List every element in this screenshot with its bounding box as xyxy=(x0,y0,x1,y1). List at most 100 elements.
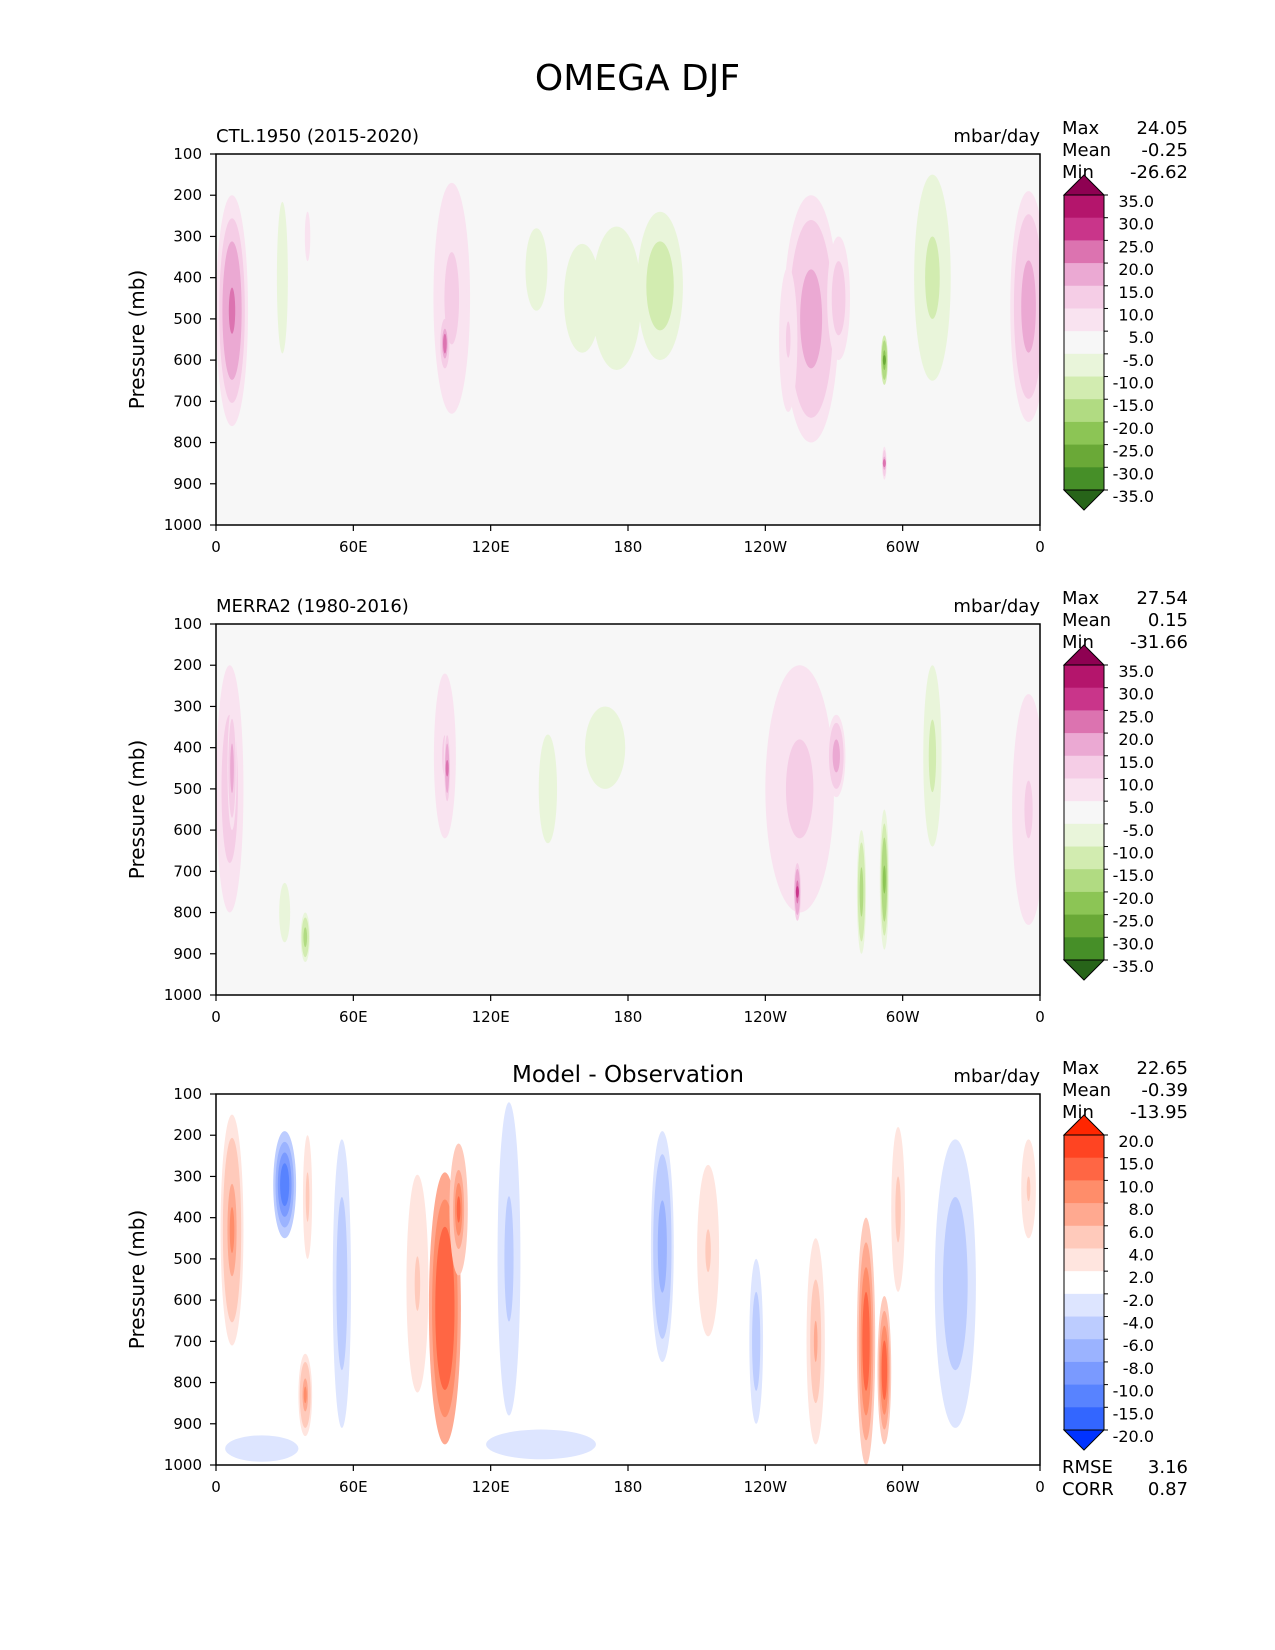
figure-title: OMEGA DJF xyxy=(534,58,741,99)
contour-feature-13 xyxy=(864,1316,868,1367)
colorbar-tick-label: -10.0 xyxy=(1113,374,1154,393)
colorbar-segment xyxy=(1064,733,1104,757)
colorbar-segment xyxy=(1064,1203,1104,1227)
chart-svg: 100 200 300 400 500 600 700 800 900 1000 0 60E 120E 1… xyxy=(125,588,1188,1026)
y-tick-label: 300 xyxy=(173,1167,202,1185)
y-axis-label: Pressure (mb) xyxy=(125,740,149,880)
y-tick-label: 1000 xyxy=(164,516,202,534)
y-tick-label: 600 xyxy=(173,351,202,369)
colorbar: 35.0 30.0 25.0 20.0 15.0 10.0 5.0 -5.0 -10.0 -15.… xyxy=(1062,174,1154,511)
x-tick-label: 0 xyxy=(211,538,221,556)
y-axis-label: Pressure (mb) xyxy=(125,270,149,410)
x-tick-label: 120W xyxy=(744,1008,788,1026)
colorbar-tick-label: -15.0 xyxy=(1113,1404,1154,1423)
colorbar-segment xyxy=(1064,331,1104,355)
contour-field xyxy=(216,174,1040,480)
colorbar-tick-label: 10.0 xyxy=(1118,775,1154,794)
colorbar: 35.0 30.0 25.0 20.0 15.0 10.0 5.0 -5.0 -10.0 -15.… xyxy=(1062,644,1154,981)
panel-difference: 100 200 300 400 500 600 700 800 900 1000 0 60E 120E 1… xyxy=(0,940,1275,1500)
stat-label-mean: Mean xyxy=(1062,140,1111,161)
contour-feature-2 xyxy=(303,1386,307,1404)
y-tick-label: 300 xyxy=(173,227,202,245)
colorbar-segment xyxy=(1064,1271,1104,1295)
contour-feature-9 xyxy=(660,1223,665,1270)
contour-feature-8 xyxy=(792,764,807,814)
colorbar-tick-label: -30.0 xyxy=(1113,464,1154,483)
colorbar-segment xyxy=(1064,467,1104,491)
colorbar-tick-label: -20.0 xyxy=(1113,889,1154,908)
y-tick-label: 1000 xyxy=(164,1456,202,1474)
colorbar-tick-label: 35.0 xyxy=(1118,192,1154,211)
colorbar-segment xyxy=(1064,891,1104,916)
contour-feature-6 xyxy=(456,1196,461,1223)
colorbar-tick-label: -10.0 xyxy=(1113,1382,1154,1401)
x-tick-label: 120E xyxy=(472,1478,510,1496)
contour-feature-7 xyxy=(655,271,665,301)
x-tick-label: 0 xyxy=(1035,1478,1045,1496)
y-tick-label: 800 xyxy=(173,434,202,452)
colorbar-segment xyxy=(1064,1135,1104,1159)
colorbar-segment xyxy=(1064,285,1104,309)
y-tick-label: 500 xyxy=(173,780,202,798)
y-tick-label: 800 xyxy=(173,1374,202,1392)
colorbar-segment xyxy=(1064,687,1104,711)
colorbar-tick-label: 35.0 xyxy=(1118,662,1154,681)
contour-feature-10 xyxy=(785,321,791,358)
colorbar-tick-label: 25.0 xyxy=(1118,237,1154,256)
colorbar-tick-label: 4.0 xyxy=(1129,1245,1154,1264)
contour-feature-14 xyxy=(1024,780,1033,839)
y-tick-label: 800 xyxy=(173,904,202,922)
contour-feature-1 xyxy=(282,1173,287,1196)
contour-feature-2 xyxy=(303,932,307,943)
colorbar-tick-label: -4.0 xyxy=(1123,1314,1154,1333)
stat-value-mean: 0.15 xyxy=(1148,610,1188,631)
contour-feature-7 xyxy=(543,761,553,817)
y-tick-label: 100 xyxy=(173,615,202,633)
y-tick-label: 500 xyxy=(173,1250,202,1268)
contour-feature-11 xyxy=(754,1324,758,1358)
contour-feature-8 xyxy=(608,274,625,323)
x-tick-label: 60E xyxy=(339,538,368,556)
x-tick-label: 0 xyxy=(211,1008,221,1026)
y-tick-label: 200 xyxy=(173,186,202,204)
contour-feature-3 xyxy=(448,275,456,322)
contour-feature-4 xyxy=(443,338,447,349)
footer-stat-value-corr: 0.87 xyxy=(1148,1479,1188,1500)
x-tick-label: 60W xyxy=(886,538,920,556)
colorbar-extend-min xyxy=(1062,1429,1106,1451)
colorbar-tick-label: 15.0 xyxy=(1118,283,1154,302)
colorbar-segment xyxy=(1064,778,1104,802)
contour-feature-5 xyxy=(441,1281,449,1336)
colorbar-frame xyxy=(1063,1134,1105,1431)
footer-stat-value-rmse: 3.16 xyxy=(1148,1457,1188,1478)
colorbar-segment xyxy=(1064,1407,1104,1431)
y-tick-label: 200 xyxy=(173,1126,202,1144)
x-tick-label: 180 xyxy=(614,538,643,556)
colorbar-segment xyxy=(1064,421,1104,446)
y-tick-label: 300 xyxy=(173,697,202,715)
colorbar-tick-label: 5.0 xyxy=(1129,798,1154,817)
units-label: mbar/day xyxy=(953,126,1040,147)
stat-value-mean: -0.25 xyxy=(1141,140,1188,161)
colorbar-frame xyxy=(1063,664,1105,961)
colorbar-tick-label: -6.0 xyxy=(1123,1336,1154,1355)
colorbar-tick-label: -15.0 xyxy=(1113,866,1154,885)
colorbar-frame xyxy=(1063,194,1105,491)
stat-value-min: -26.62 xyxy=(1130,162,1188,183)
colorbar-segment xyxy=(1064,1225,1104,1249)
stat-value-min: -13.95 xyxy=(1130,1102,1188,1123)
y-tick-label: 200 xyxy=(173,656,202,674)
colorbar-segment xyxy=(1064,444,1104,468)
panel-ctl: 100 200 300 400 500 600 700 800 900 1000 0 60E 120E 1… xyxy=(0,0,1275,556)
y-tick-label: 600 xyxy=(173,1291,202,1309)
colorbar-segment xyxy=(1064,869,1104,893)
stat-label-max: Max xyxy=(1062,1058,1100,1079)
colorbar-segment xyxy=(1064,263,1104,287)
colorbar-tick-label: 10.0 xyxy=(1118,305,1154,324)
colorbar-tick-label: -5.0 xyxy=(1123,821,1154,840)
colorbar-segment xyxy=(1064,308,1104,332)
y-tick-label: 100 xyxy=(173,145,202,163)
y-tick-label: 700 xyxy=(173,862,202,880)
contour-feature-13 xyxy=(882,459,886,468)
contour-feature-13 xyxy=(930,737,935,775)
